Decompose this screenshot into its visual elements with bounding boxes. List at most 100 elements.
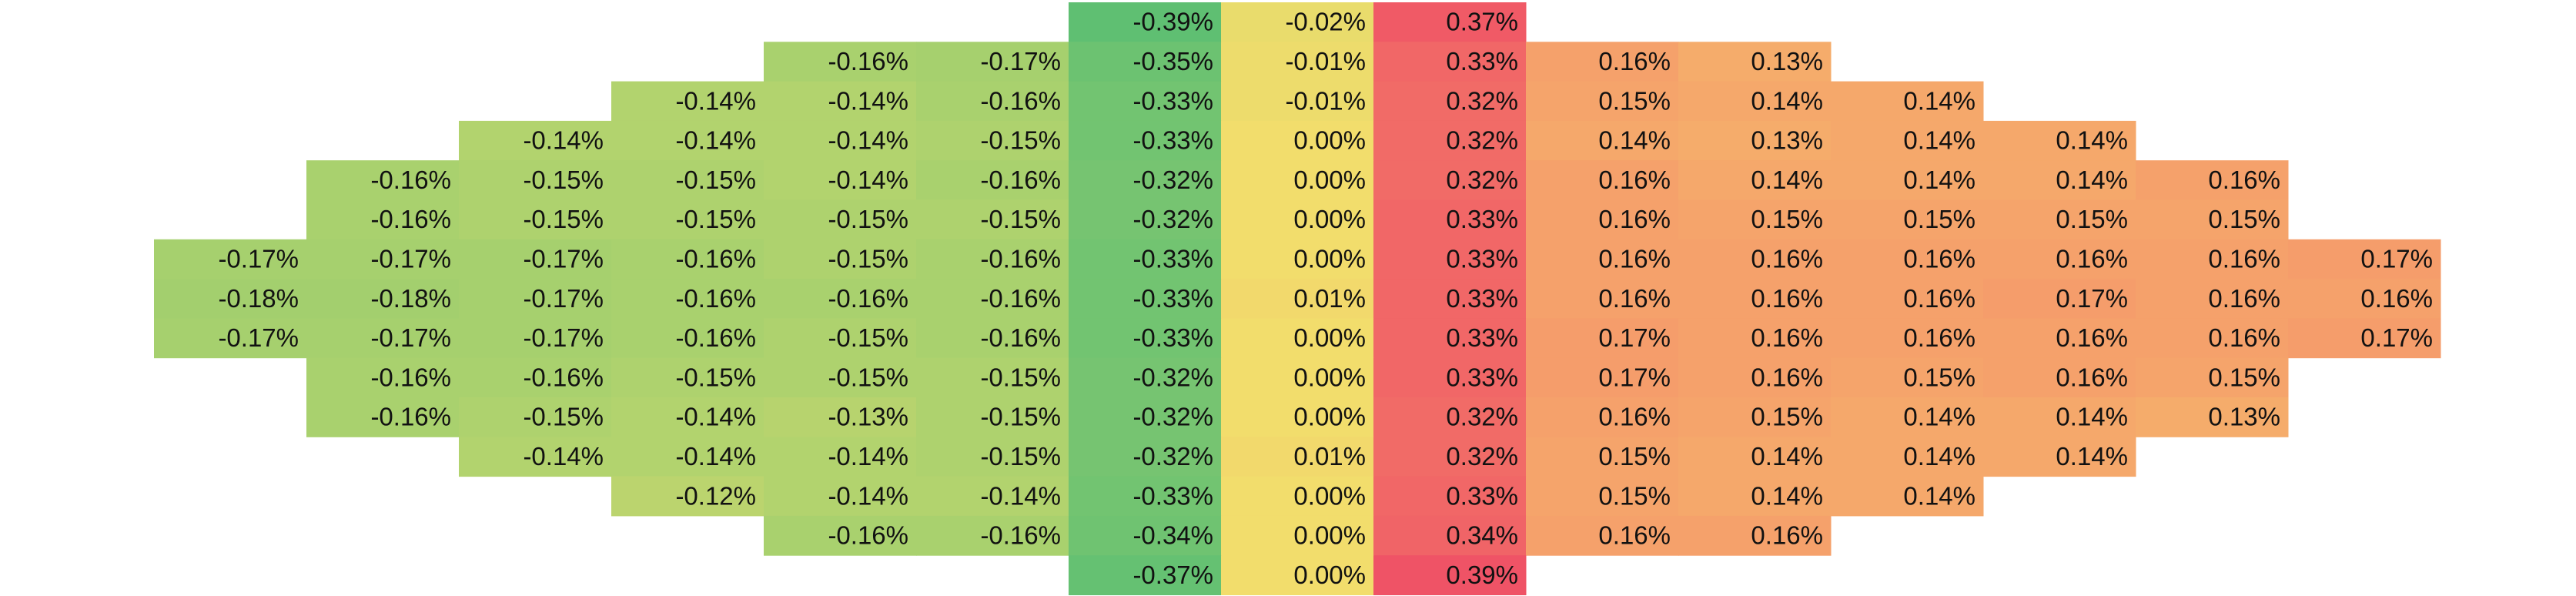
heatmap-cell [764,199,917,240]
heatmap-cell [1221,279,1374,319]
heatmap-cell [1526,199,1679,240]
heatmap-cell-label: -0.01% [1285,86,1366,115]
heatmap-cell [611,81,764,122]
heatmap-cell-label: -0.16% [980,521,1061,550]
heatmap-cell-label: 0.00% [1293,126,1366,155]
heatmap-cell-label: 0.00% [1293,363,1366,391]
heatmap-cell-label: 0.00% [1293,166,1366,194]
heatmap-cell [611,160,764,200]
heatmap-cell [1678,120,1832,161]
heatmap-cell [1831,357,1984,398]
heatmap-cell [1678,42,1832,82]
heatmap-cell [1831,199,1984,240]
heatmap-cell-label: -0.15% [523,403,604,431]
heatmap-cell [916,42,1069,82]
heatmap-cell-label: -0.15% [675,205,756,233]
heatmap-cell [1831,120,1984,161]
heatmap-cell [611,239,764,280]
heatmap-cell-label: -0.15% [828,205,908,233]
heatmap-cell-label: 0.16% [2360,284,2433,313]
heatmap-cell-label: 0.14% [1903,481,1975,510]
heatmap-cell-label: 0.13% [1751,47,1823,75]
heatmap-cell [1526,160,1679,200]
heatmap-cell-label: 0.14% [1751,481,1823,510]
heatmap-cell [916,199,1069,240]
heatmap-cell-label: 0.16% [2208,244,2280,273]
heatmap-cell-label: -0.14% [828,126,908,155]
heatmap-cell-label: 0.16% [2056,323,2128,352]
heatmap-row: -0.16% -0.15% -0.15% -0.14% -0.16% -0.32% 0.00… [306,160,2289,200]
heatmap-cell [916,437,1069,477]
heatmap-cell-label: 0.15% [2208,363,2280,391]
heatmap-cell [916,397,1069,437]
heatmap-cell [916,160,1069,200]
heatmap-cell [1831,239,1984,280]
heatmap-cell-label: -0.16% [980,323,1061,352]
heatmap-cell-label: 0.00% [1293,521,1366,550]
heatmap-cell [2136,199,2289,240]
heatmap-cell-label: -0.39% [1132,8,1213,36]
heatmap-cell [1678,199,1832,240]
heatmap-cell [2288,318,2441,359]
heatmap-cell-label: -0.37% [1132,561,1213,589]
heatmap-row: -0.16% -0.16% -0.15% -0.15% -0.15% -0.32% 0.00… [306,357,2289,398]
heatmap-cell-label: 0.16% [1598,205,1671,233]
heatmap-cell [764,318,917,359]
heatmap-cell [1221,437,1374,477]
heatmap-cell [306,318,460,359]
heatmap-cell-label: 0.16% [1903,244,1975,273]
heatmap-cell [1831,279,1984,319]
heatmap-row: -0.12% -0.14% -0.14% -0.33% 0.00% 0.33% 0.15% 0… [611,476,1984,517]
heatmap-row: -0.18% -0.18% -0.17% -0.16% -0.16% -0.16% -0.3… [154,279,2441,319]
heatmap-cell [1373,279,1527,319]
heatmap-cell [1373,160,1527,200]
heatmap-cell [1526,42,1679,82]
heatmap-cell-label: -0.18% [218,284,299,313]
heatmap-cell [1983,239,2136,280]
heatmap-cell [764,81,917,122]
heatmap-cell [1526,476,1679,517]
heatmap-cell-label: 0.14% [1903,126,1975,155]
heatmap-cell [1831,318,1984,359]
heatmap-cell [1526,437,1679,477]
heatmap-cell [2136,239,2289,280]
heatmap-cell-label: 0.14% [2056,403,2128,431]
heatmap-cell [764,515,917,556]
heatmap-cell [764,120,917,161]
heatmap-cell [306,279,460,319]
heatmap-cell-label: -0.17% [370,244,451,273]
heatmap-cell-label: -0.16% [675,323,756,352]
heatmap-cell [611,279,764,319]
heatmap-cell [459,120,612,161]
heatmap-cell [1069,437,1222,477]
heatmap-cell-label: -0.14% [828,442,908,470]
heatmap-cell [1221,160,1374,200]
heatmap-cell [1831,397,1984,437]
heatmap-cell-label: 0.16% [2056,244,2128,273]
heatmap-cell-label: -0.16% [675,284,756,313]
heatmap-cell-label: 0.33% [1446,284,1518,313]
heatmap-cell-label: 0.16% [1598,47,1671,75]
heatmap-cell-label: -0.16% [675,244,756,273]
heatmap-cell [1069,279,1222,319]
heatmap-cell-label: 0.16% [2208,166,2280,194]
heatmap-cell-label: 0.15% [1598,481,1671,510]
heatmap-cell-label: 0.14% [1903,442,1975,470]
heatmap-cell-label: -0.33% [1132,126,1213,155]
heatmap-cell [459,397,612,437]
heatmap-cell [1069,515,1222,556]
heatmap-cell [1221,397,1374,437]
heatmap-cell [1373,357,1527,398]
heatmap-cell-label: 0.16% [1903,284,1975,313]
heatmap-cell-label: -0.16% [980,86,1061,115]
heatmap-cell [459,318,612,359]
heatmap-cell-label: -0.17% [523,323,604,352]
heatmap-cell [1983,120,2136,161]
heatmap-cell-label: -0.15% [828,363,908,391]
heatmap-row: -0.17% -0.17% -0.17% -0.16% -0.15% -0.16% -0.3… [154,239,2441,280]
heatmap-cell [916,476,1069,517]
heatmap-cell [1069,397,1222,437]
heatmap-cell [611,397,764,437]
heatmap-cell-label: 0.14% [1751,166,1823,194]
heatmap-cell-label: 0.14% [1751,442,1823,470]
